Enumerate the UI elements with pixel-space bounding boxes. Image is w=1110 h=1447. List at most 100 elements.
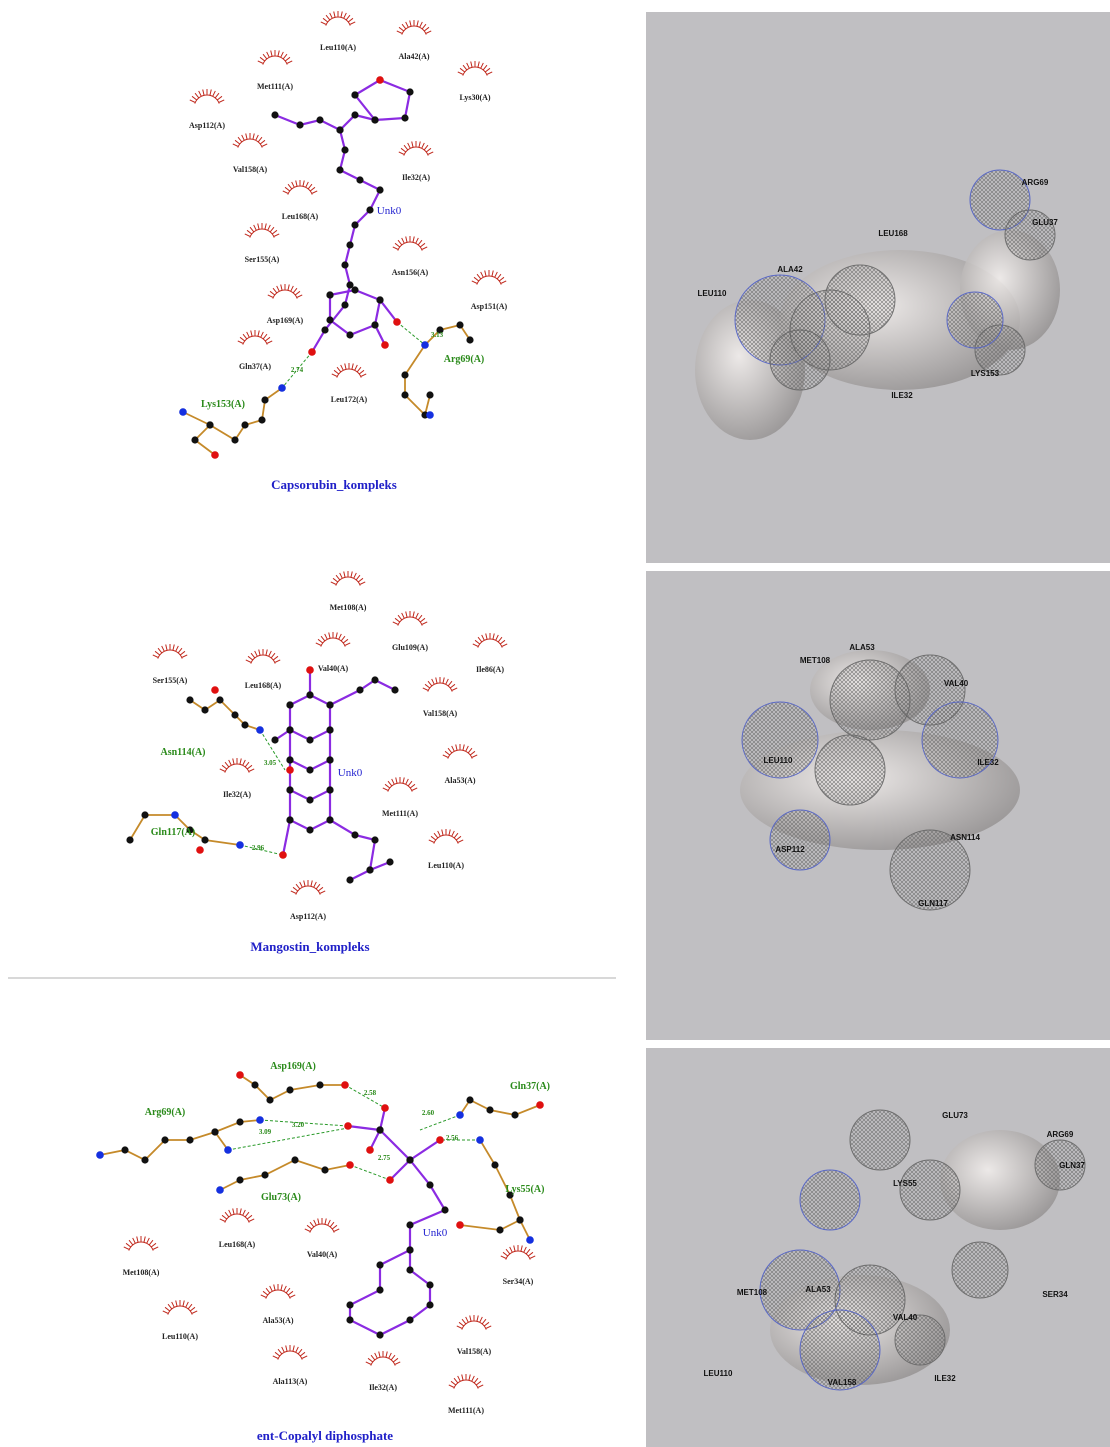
render-label: LYS153 bbox=[971, 369, 1000, 378]
hydrophobic-contact bbox=[305, 1218, 339, 1233]
hydrophobic-contact bbox=[321, 11, 355, 26]
residue-label: Leu110(A) bbox=[428, 861, 464, 870]
hbond-residue-label: Gln117(A) bbox=[151, 827, 195, 838]
nitrogen-atom bbox=[476, 1136, 484, 1144]
oxygen-atom bbox=[456, 1221, 464, 1229]
render-label: ILE32 bbox=[977, 758, 999, 767]
atom bbox=[371, 116, 378, 123]
residue-label: Met108(A) bbox=[123, 1268, 160, 1277]
nitrogen-atom bbox=[256, 1116, 264, 1124]
residue-label: Leu168(A) bbox=[245, 681, 282, 690]
mesh-sphere bbox=[947, 292, 1003, 348]
nitrogen-atom bbox=[426, 411, 434, 419]
oxygen-atom bbox=[344, 1122, 352, 1130]
atom bbox=[326, 316, 333, 323]
atom bbox=[391, 686, 398, 693]
residue-label: Ala113(A) bbox=[273, 1377, 308, 1386]
hydrophobic-contact bbox=[399, 141, 433, 156]
hydrophobic-contact bbox=[501, 1245, 535, 1260]
atom bbox=[371, 321, 378, 328]
atom bbox=[141, 1156, 148, 1163]
atom bbox=[351, 221, 358, 228]
atom bbox=[326, 291, 333, 298]
atom bbox=[321, 326, 328, 333]
residue-label: Met108(A) bbox=[330, 603, 367, 612]
residue-label: Asp112(A) bbox=[189, 121, 225, 130]
atom bbox=[406, 1156, 413, 1163]
oxygen-atom bbox=[286, 766, 294, 774]
oxygen-atom bbox=[436, 1136, 444, 1144]
atom bbox=[466, 1096, 473, 1103]
atom bbox=[426, 1281, 433, 1288]
ligand-bond bbox=[380, 300, 397, 322]
atom bbox=[231, 436, 238, 443]
atom bbox=[351, 831, 358, 838]
hydrophobic-contact bbox=[273, 1345, 307, 1360]
hydrophobic-contact bbox=[190, 89, 224, 104]
atom bbox=[426, 1181, 433, 1188]
residue-label: Leu110(A) bbox=[320, 43, 356, 52]
atom bbox=[316, 1081, 323, 1088]
atom bbox=[346, 331, 353, 338]
atom bbox=[261, 396, 268, 403]
ligand-bond bbox=[290, 760, 330, 800]
distance-label: 2.96 bbox=[252, 844, 265, 852]
oxygen-atom bbox=[381, 341, 389, 349]
residue-label: Asp169(A) bbox=[267, 316, 304, 325]
atom bbox=[401, 391, 408, 398]
residue-label: Leu172(A) bbox=[331, 395, 368, 404]
hydrophobic-contact bbox=[473, 633, 507, 648]
render-label: GLN117 bbox=[918, 899, 948, 908]
atom bbox=[366, 866, 373, 873]
nitrogen-atom bbox=[526, 1236, 534, 1244]
residue-label: Val40(A) bbox=[307, 1250, 338, 1259]
atom bbox=[376, 1261, 383, 1268]
mesh-sphere bbox=[770, 330, 830, 390]
residue-bond bbox=[220, 1160, 350, 1190]
distance-label: 2.74 bbox=[291, 366, 304, 374]
residue-label: Ile32(A) bbox=[369, 1383, 397, 1392]
nitrogen-atom bbox=[224, 1146, 232, 1154]
ligand-bond bbox=[290, 790, 330, 830]
distance-label: 2.56 bbox=[446, 1134, 459, 1142]
atom bbox=[241, 721, 248, 728]
distance-label: 3.09 bbox=[259, 1128, 272, 1136]
atom bbox=[341, 301, 348, 308]
hbond-residue-label: Glu73(A) bbox=[261, 1192, 301, 1203]
distance-label: 3.20 bbox=[292, 1121, 305, 1129]
ligand-bond bbox=[355, 80, 410, 120]
ligand-bond bbox=[390, 1160, 410, 1180]
atom bbox=[261, 1171, 268, 1178]
atom bbox=[206, 421, 213, 428]
atom bbox=[161, 1136, 168, 1143]
atom bbox=[316, 116, 323, 123]
distance-label: 2.75 bbox=[378, 1154, 391, 1162]
atom bbox=[336, 126, 343, 133]
render-label: ARG69 bbox=[1022, 178, 1049, 187]
atom bbox=[351, 286, 358, 293]
nitrogen-atom bbox=[216, 1186, 224, 1194]
atom bbox=[346, 1301, 353, 1308]
render-label: SER34 bbox=[1042, 1290, 1068, 1299]
residue-label: Ser155(A) bbox=[245, 255, 280, 264]
distance-label: 2.60 bbox=[422, 1109, 435, 1117]
atom bbox=[406, 88, 413, 95]
atom bbox=[351, 91, 358, 98]
distance-label: 3.13 bbox=[431, 331, 444, 339]
oxygen-atom bbox=[308, 348, 316, 356]
render-label: LEU168 bbox=[878, 229, 908, 238]
hbond-residue-label: Lys55(A) bbox=[506, 1184, 545, 1195]
residue-label: Ala53(A) bbox=[444, 776, 475, 785]
nitrogen-atom bbox=[96, 1151, 104, 1159]
render-label: GLU37 bbox=[1032, 218, 1058, 227]
hydrophobic-contact bbox=[261, 1284, 295, 1299]
hydrophobic-contact bbox=[443, 744, 477, 759]
residue-label: Met111(A) bbox=[448, 1406, 484, 1415]
residue-label: Met111(A) bbox=[257, 82, 293, 91]
atom bbox=[371, 676, 378, 683]
hydrophobic-contact bbox=[220, 1208, 254, 1223]
atom bbox=[401, 114, 408, 121]
atom bbox=[271, 736, 278, 743]
hydrophobic-contact bbox=[124, 1236, 158, 1251]
hbond-residue-label: Lys153(A) bbox=[201, 399, 245, 410]
